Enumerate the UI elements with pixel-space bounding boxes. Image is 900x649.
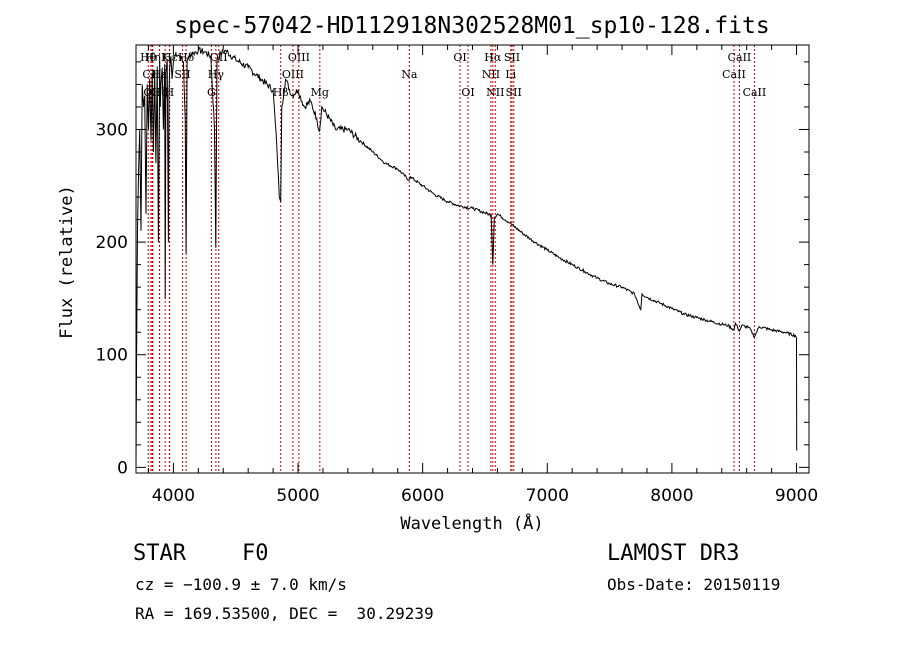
x-axis-label: Wavelength (Å) — [400, 512, 543, 534]
line-marker-label-27: CaII — [722, 68, 746, 81]
x-axis-ticks: 4000 5000 6000 7000 8000 9000 — [147, 45, 818, 506]
line-marker-label-24: SII — [504, 51, 520, 64]
line-marker-label-15: OIII — [282, 68, 304, 81]
line-marker-label-26: SII — [506, 86, 522, 99]
x-tick-label-6000: 6000 — [401, 486, 444, 506]
y-axis-label: Flux (relative) — [57, 185, 77, 339]
line-marker-label-17: Mg — [311, 86, 329, 99]
line-marker-label-29: CaII — [743, 86, 767, 99]
spectrum-series-line — [135, 47, 798, 468]
line-marker-label-0: Hθ — [140, 51, 157, 64]
object-subclass: F0 — [242, 541, 269, 566]
line-marker-label-28: CaII — [728, 51, 752, 64]
line-marker-label-16: OIII — [288, 51, 310, 64]
x-tick-label-7000: 7000 — [526, 486, 569, 506]
x-tick-label-5000: 5000 — [276, 486, 319, 506]
line-marker-label-3: Hη — [145, 51, 161, 64]
survey-name: LAMOST DR3 — [607, 541, 740, 566]
line-marker-label-6: K — [161, 51, 170, 64]
line-marker-label-20: OI — [461, 86, 474, 99]
line-marker-label-21: Hα — [484, 51, 502, 64]
redshift-cz: cz = −100.9 ± 7.0 km/s — [135, 575, 347, 594]
y-tick-label-0: 0 — [117, 458, 128, 478]
line-marker-labels: HθCIIOIIHηHεHζKHHεSIIHδHγGOIIHβOIIIOIIIM… — [140, 51, 766, 99]
y-tick-label-200: 200 — [96, 233, 128, 253]
y-tick-label-300: 300 — [96, 120, 128, 140]
observation-date: Obs-Date: 20150119 — [607, 575, 781, 594]
line-marker-label-22: NII — [482, 68, 500, 81]
plot-frame — [135, 44, 810, 474]
chart-title: spec-57042-HD112918N302528M01_sp10-128.f… — [174, 13, 769, 39]
y-tick-label-100: 100 — [96, 346, 128, 366]
line-marker-label-14: Hβ — [273, 86, 289, 99]
x-tick-label-4000: 4000 — [152, 486, 195, 506]
x-tick-label-8000: 8000 — [650, 486, 693, 506]
line-marker-label-23: NII — [486, 86, 504, 99]
line-marker-label-18: Na — [401, 68, 418, 81]
ra-dec-coordinates: RA = 169.53500, DEC = 30.29239 — [135, 604, 434, 623]
line-marker-label-9: SII — [174, 68, 190, 81]
line-marker-label-12: G — [207, 86, 216, 99]
line-marker-label-19: OI — [453, 51, 466, 64]
x-tick-label-9000: 9000 — [775, 486, 818, 506]
line-marker-label-25: Li — [505, 68, 516, 81]
line-marker-label-11: Hγ — [208, 68, 225, 81]
line-markers — [147, 45, 755, 473]
line-marker-label-13: OII — [210, 51, 228, 64]
y-axis-ticks: 0 100 200 300 — [96, 61, 809, 478]
spectrum-chart: spec-57042-HD112918N302528M01_sp10-128.f… — [57, 13, 818, 534]
object-class: STAR — [133, 541, 186, 566]
